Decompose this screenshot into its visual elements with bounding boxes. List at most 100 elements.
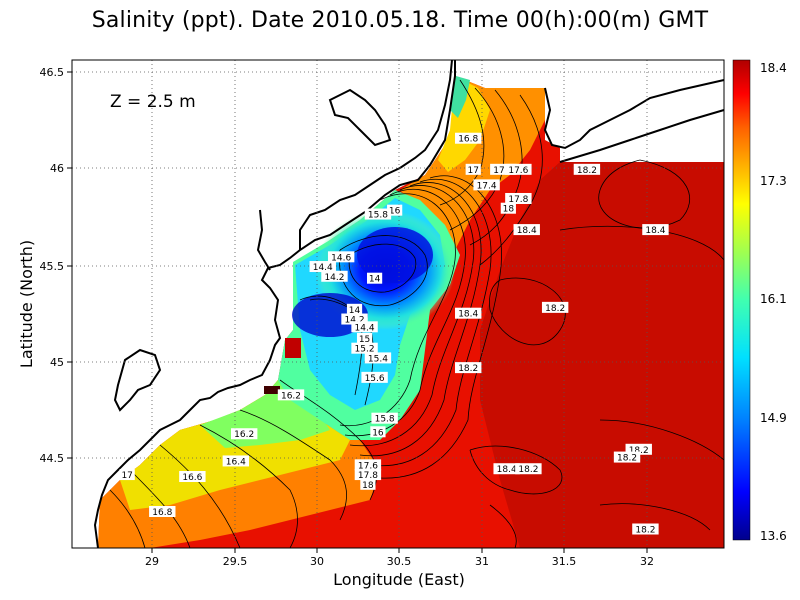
colorbar-tick-label: 18.4	[760, 61, 787, 75]
contour-label-text: 18.4	[458, 310, 478, 320]
contour-label-text: 18.4	[497, 465, 517, 475]
contour-label-background	[341, 313, 368, 325]
contour-label-text: 16.2	[234, 430, 254, 440]
contour-line	[489, 504, 517, 548]
contour-label-text: 18.2	[577, 166, 597, 176]
contour-label-text: 15.8	[375, 415, 395, 425]
contour-label: 14	[346, 303, 363, 316]
contour-label: 18.2	[515, 463, 542, 475]
contour-label-text: 18.4	[645, 226, 665, 236]
x-tick-label: 29	[145, 555, 159, 568]
contour-label: 14.4	[309, 261, 336, 273]
colorbar-tick-label: 16.1	[760, 292, 787, 306]
contour-label-text: 16	[372, 428, 384, 438]
contour-label: 18	[360, 478, 376, 491]
contour-label-background	[309, 261, 336, 273]
contour-label-background	[356, 332, 373, 344]
contour-label-background	[455, 362, 482, 374]
contour-label-background	[364, 352, 392, 364]
contour-label-text: 16.8	[458, 135, 478, 145]
depth-label: Z = 2.5 m	[110, 92, 196, 112]
contour-label-text: 14.4	[313, 263, 333, 273]
contour-label: 16	[370, 426, 386, 438]
contour-label-text: 14.2	[345, 316, 365, 326]
contour-label-background	[455, 307, 482, 319]
contour-label-text: 17	[121, 471, 132, 481]
contour-line	[199, 424, 298, 548]
colorbar-tick-label: 17.3	[760, 174, 787, 188]
x-tick-label: 32	[640, 555, 654, 568]
contour-label: 16.2	[230, 428, 258, 440]
contour-label-background	[360, 478, 376, 490]
colorbar-tick-label: 14.9	[760, 411, 787, 425]
contour-line	[349, 185, 475, 447]
coastline	[93, 59, 725, 549]
contour-label-background	[455, 132, 482, 144]
contour-label-background	[500, 202, 516, 214]
contour-line	[359, 182, 482, 457]
contour-label: 14	[366, 272, 383, 285]
contour-label: 16.2	[277, 389, 305, 401]
contour-line	[339, 193, 456, 427]
dark-red-region	[480, 162, 724, 548]
contour-label-text: 17.4	[477, 181, 497, 191]
contour-label-background	[505, 163, 532, 175]
contour-label: 15.8	[371, 412, 398, 425]
contour-label-background	[387, 204, 403, 216]
coastal-dark-spot	[285, 338, 301, 358]
contour-label-text: 14	[369, 275, 381, 285]
contour-label-text: 18.2	[518, 465, 538, 475]
colorbar	[732, 59, 751, 541]
contour-label-text: 18.4	[517, 226, 537, 236]
contour-label: 17	[465, 163, 481, 176]
contour-label-background	[473, 179, 500, 191]
contour-label-text: 17.2	[493, 166, 513, 176]
coastal-dark-spot	[264, 386, 280, 394]
contour-label-text: 17.6	[358, 461, 378, 471]
y-tick-label: 46.5	[40, 66, 65, 79]
plume-deep-core	[357, 227, 433, 283]
coastline-main	[93, 60, 456, 549]
contour-label-background	[351, 321, 378, 333]
contour-label-text: 15	[359, 335, 370, 345]
contour-label: 16	[387, 204, 403, 217]
contour-lines	[109, 79, 724, 548]
contour-label-text: 18.2	[545, 304, 565, 314]
contour-label-background	[351, 342, 378, 354]
contour-label: 17.8	[354, 469, 382, 481]
contour-label-text: 16.8	[152, 508, 172, 518]
contour-label-background	[354, 459, 382, 471]
contour-line	[159, 444, 241, 548]
contour-label-background	[179, 471, 206, 483]
x-tick-label: 31.5	[552, 555, 577, 568]
contour-label: 16.8	[149, 506, 176, 518]
contour-label-text: 18.2	[458, 364, 478, 374]
contour-label-text: 15.6	[365, 374, 385, 384]
contour-label-background	[222, 455, 250, 467]
x-tick-label: 30	[310, 555, 324, 568]
contour-label-background	[354, 469, 382, 481]
contour-label-background	[371, 412, 398, 424]
y-axis-label: Latitude (North)	[17, 240, 36, 368]
lagoon	[113, 348, 162, 412]
contour-line	[469, 445, 563, 495]
contour-label-text: 18	[362, 481, 374, 491]
x-axis-label: Longitude (East)	[333, 570, 465, 589]
contour-label-text: 18	[503, 205, 515, 215]
y-tick-label: 44.5	[40, 452, 65, 465]
contour-line	[489, 277, 566, 346]
contour-label: 16.8	[455, 132, 482, 145]
x-tick-label: 29.5	[223, 555, 248, 568]
plot-border	[71, 59, 725, 549]
contour-line	[599, 503, 711, 531]
contour-label: 18.2	[625, 443, 652, 456]
contour-label-background	[277, 389, 305, 401]
contour-label-background	[465, 163, 481, 175]
contour-label: 18.2	[455, 362, 482, 374]
contour-label-background	[505, 192, 532, 204]
north-shelf-gradient	[400, 76, 545, 250]
contour-label-text: 14	[349, 306, 361, 316]
contour-line	[379, 175, 502, 479]
contour-line	[449, 87, 505, 231]
